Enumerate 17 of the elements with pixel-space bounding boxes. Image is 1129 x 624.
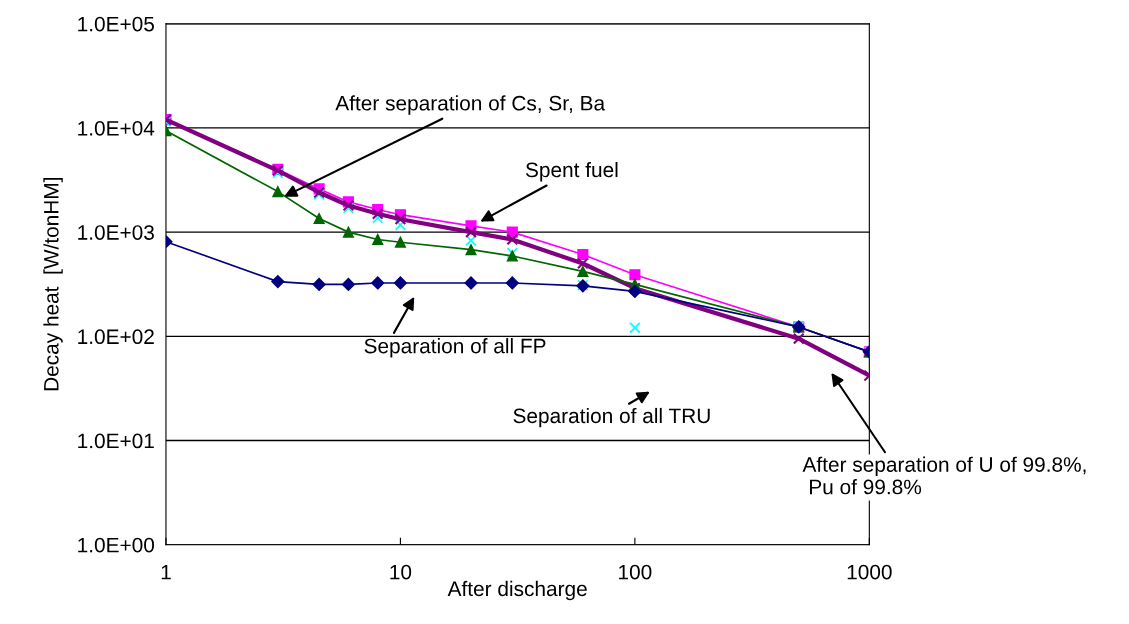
annotation: Separation of all TRU	[513, 407, 710, 428]
x-axis-title: After discharge	[447, 580, 587, 601]
annotation: Spent fuel	[525, 161, 618, 182]
y-tick-label: 1.0E+02	[78, 329, 154, 345]
annotation: After separation of Cs, Sr, Ba	[335, 95, 606, 115]
y-tick-label: 1.0E+00	[78, 537, 155, 553]
x-tick-label: 100	[619, 564, 652, 580]
annotation: After separation of U of 99.8%, Pu of 99.8%	[802, 456, 1086, 495]
annotation: Separation of all FP	[364, 338, 546, 358]
y-tick-label: 1.0E+05	[78, 16, 154, 32]
y-tick-label: 1.0E+01	[78, 433, 154, 449]
y-tick-label: 1.0E+03	[78, 225, 154, 240]
x-tick-label: 10	[390, 564, 412, 580]
y-tick-label: 1.0E+04	[78, 120, 155, 136]
x-tick-label: 1	[161, 564, 171, 580]
x-tick-label: 1000	[847, 564, 892, 580]
y-axis-title: Decay heat [W/tonHM]	[43, 178, 63, 391]
